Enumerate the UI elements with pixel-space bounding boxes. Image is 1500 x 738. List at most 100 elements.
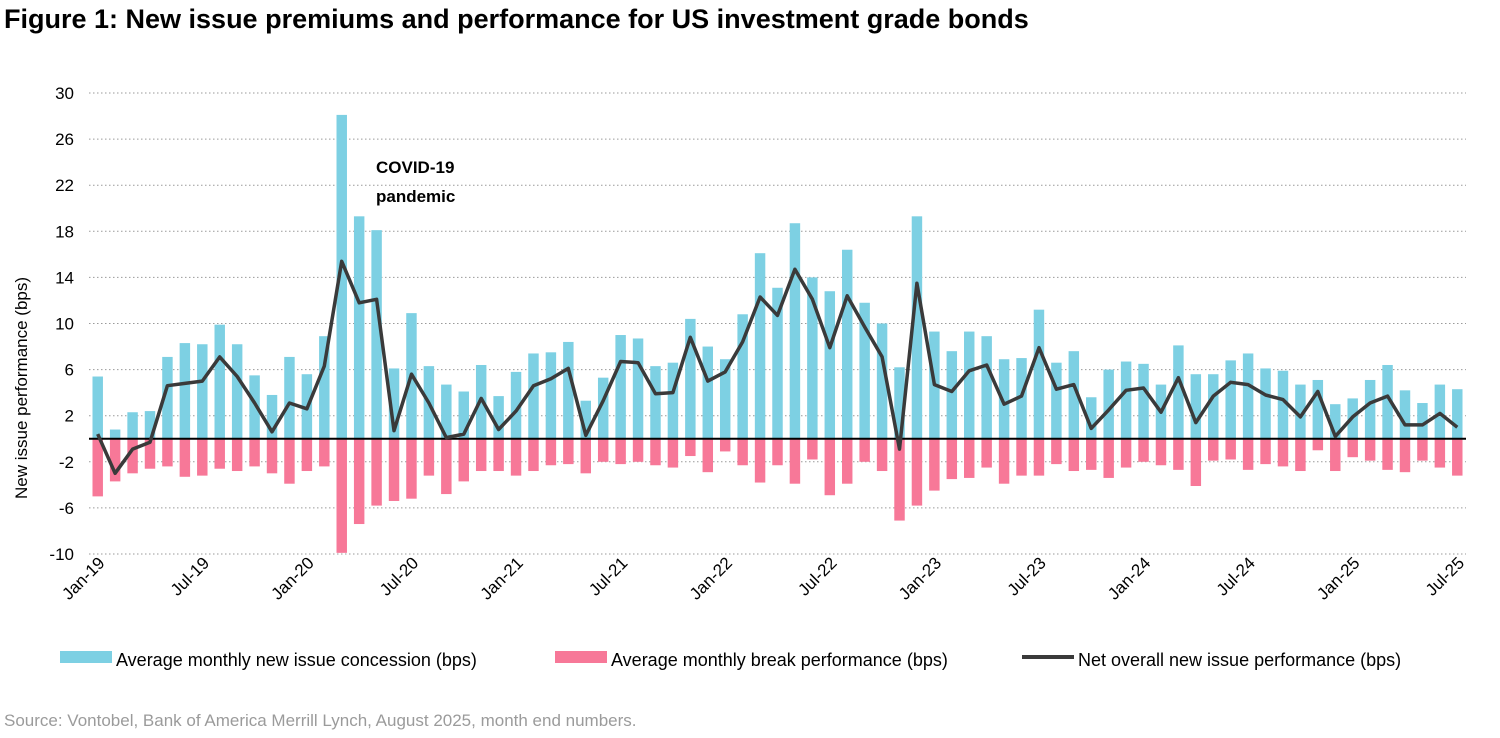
break-bar [894,438,905,521]
break-bar [1434,438,1446,468]
concession-bar [284,356,295,439]
legend-label-break: Average monthly break performance (bps) [611,650,948,670]
concession-bar [493,396,504,439]
break-bar [929,438,940,491]
y-tick-label: 6 [65,361,74,380]
concession-bars [92,114,1463,439]
concession-bar [685,318,696,439]
x-tick-label: Jan-24 [1104,553,1154,603]
source-note: Source: Vontobel, Bank of America Merril… [4,711,637,730]
break-bar [911,438,923,506]
y-tick-label: 18 [55,222,74,241]
break-bar [580,438,591,474]
break-bar [1103,438,1114,478]
y-axis-label: New issue performance (bps) [12,277,31,499]
break-bar [458,438,469,482]
chart-title: Figure 1: New issue premiums and perform… [4,4,1029,34]
break-bar [1155,438,1167,466]
break-bar [1051,438,1062,465]
concession-bar [144,411,156,439]
concession-bar [109,429,121,439]
y-tick-label: 26 [55,130,74,149]
annotation-line2: pandemic [376,187,455,206]
concession-bar [266,394,278,439]
y-tick-label: 30 [55,84,74,103]
break-bar [109,438,121,482]
x-tick-label: Jul-23 [1004,553,1050,599]
break-bar [1382,438,1393,470]
break-bar [632,438,644,462]
break-bar [1016,438,1027,476]
concession-bar [1051,362,1062,439]
concession-bar [1452,389,1463,439]
break-bar [964,438,975,478]
concession-bar [1103,369,1114,439]
y-tick-label: 10 [55,315,74,334]
break-bar [1120,438,1132,468]
x-tick-label: Jul-24 [1213,553,1259,599]
legend: Average monthly new issue concession (bp… [60,650,1401,670]
concession-bar [319,336,330,439]
concession-bar [859,302,870,439]
break-bar [1312,438,1324,451]
break-bar [475,438,487,472]
concession-bar [441,384,452,439]
break-bar [981,438,992,468]
concession-bar [1208,374,1219,439]
break-bar [144,438,156,469]
break-bar [1086,438,1097,470]
break-bar [301,438,313,472]
break-bar [214,438,225,469]
concession-bar [772,287,783,439]
y-tick-label: 22 [55,176,74,195]
break-bars [92,438,1463,553]
concession-bar [894,367,905,439]
break-bar [1347,438,1358,458]
break-bar [824,438,836,496]
concession-bar [179,343,191,439]
net-performance-line [96,259,1459,476]
break-bar [162,438,173,467]
break-bar [388,438,400,501]
break-bar [1068,438,1080,472]
concession-bar [1382,364,1393,439]
x-tick-label: Jan-20 [268,553,318,603]
break-bar [1190,438,1202,487]
break-bar [685,438,696,457]
break-bar [841,438,853,484]
break-bar [876,438,888,472]
break-bar [319,438,330,467]
concession-bar [1277,370,1289,439]
concession-bar [388,368,400,439]
concession-bar [1120,361,1132,439]
concession-bar [998,359,1010,439]
break-bar [998,438,1010,484]
concession-bar [1330,404,1341,439]
concession-bar [876,323,888,439]
y-axis-ticks: 30 26 22 18 14 10 6 2 -2 -6 -10 [49,84,74,564]
concession-bar [231,344,243,439]
concession-bar [615,335,626,439]
concession-bar [1295,384,1306,439]
concession-bar [1190,374,1202,439]
break-bar [702,438,714,473]
x-axis-ticks: Jan-19 Jul-19 Jan-20 Jul-20 Jan-21 Jul-21 Jan-… [58,553,1468,603]
concession-bar [737,314,748,439]
x-tick-label: Jul-21 [585,553,631,599]
break-bar [197,438,208,476]
break-bar [946,438,958,480]
concession-bar [197,344,208,439]
x-tick-label: Jan-25 [1313,553,1363,603]
break-bar [1260,438,1271,465]
concession-bar [1364,379,1376,439]
concession-bar [807,277,818,439]
concession-bar [1138,363,1149,439]
break-bar [528,438,539,472]
break-bar [1208,438,1219,461]
break-bar [510,438,522,476]
break-bar [249,438,260,467]
x-tick-label: Jul-20 [376,553,422,599]
y-tick-label: -6 [59,499,74,518]
y-tick-label: 14 [55,268,74,287]
concession-bar [981,336,992,439]
